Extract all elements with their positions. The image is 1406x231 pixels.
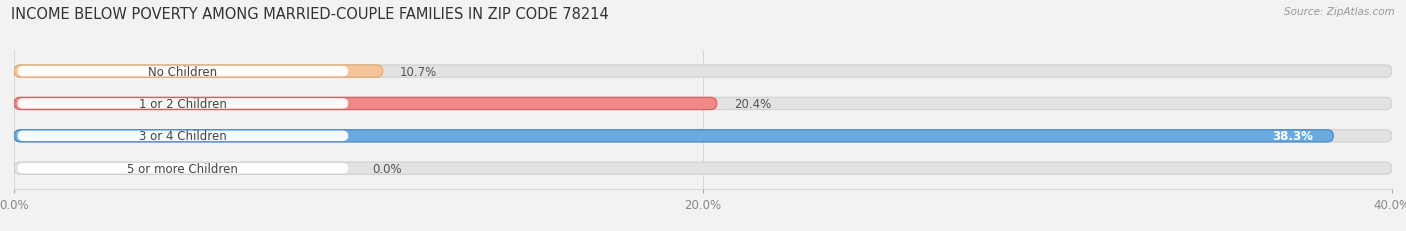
Text: 0.0%: 0.0%	[373, 162, 402, 175]
FancyBboxPatch shape	[14, 130, 1333, 142]
FancyBboxPatch shape	[14, 98, 717, 110]
Text: No Children: No Children	[148, 65, 218, 78]
Text: 5 or more Children: 5 or more Children	[128, 162, 238, 175]
FancyBboxPatch shape	[14, 98, 1392, 110]
Text: 38.3%: 38.3%	[1272, 130, 1313, 143]
FancyBboxPatch shape	[17, 67, 349, 77]
FancyBboxPatch shape	[14, 162, 1392, 175]
FancyBboxPatch shape	[14, 66, 382, 78]
Text: 10.7%: 10.7%	[399, 65, 437, 78]
FancyBboxPatch shape	[14, 66, 1392, 78]
Text: 3 or 4 Children: 3 or 4 Children	[139, 130, 226, 143]
Text: 20.4%: 20.4%	[734, 97, 772, 110]
Text: Source: ZipAtlas.com: Source: ZipAtlas.com	[1284, 7, 1395, 17]
Text: 1 or 2 Children: 1 or 2 Children	[139, 97, 226, 110]
FancyBboxPatch shape	[17, 131, 349, 141]
FancyBboxPatch shape	[17, 163, 349, 174]
FancyBboxPatch shape	[14, 130, 1392, 142]
FancyBboxPatch shape	[17, 99, 349, 109]
Text: INCOME BELOW POVERTY AMONG MARRIED-COUPLE FAMILIES IN ZIP CODE 78214: INCOME BELOW POVERTY AMONG MARRIED-COUPL…	[11, 7, 609, 22]
